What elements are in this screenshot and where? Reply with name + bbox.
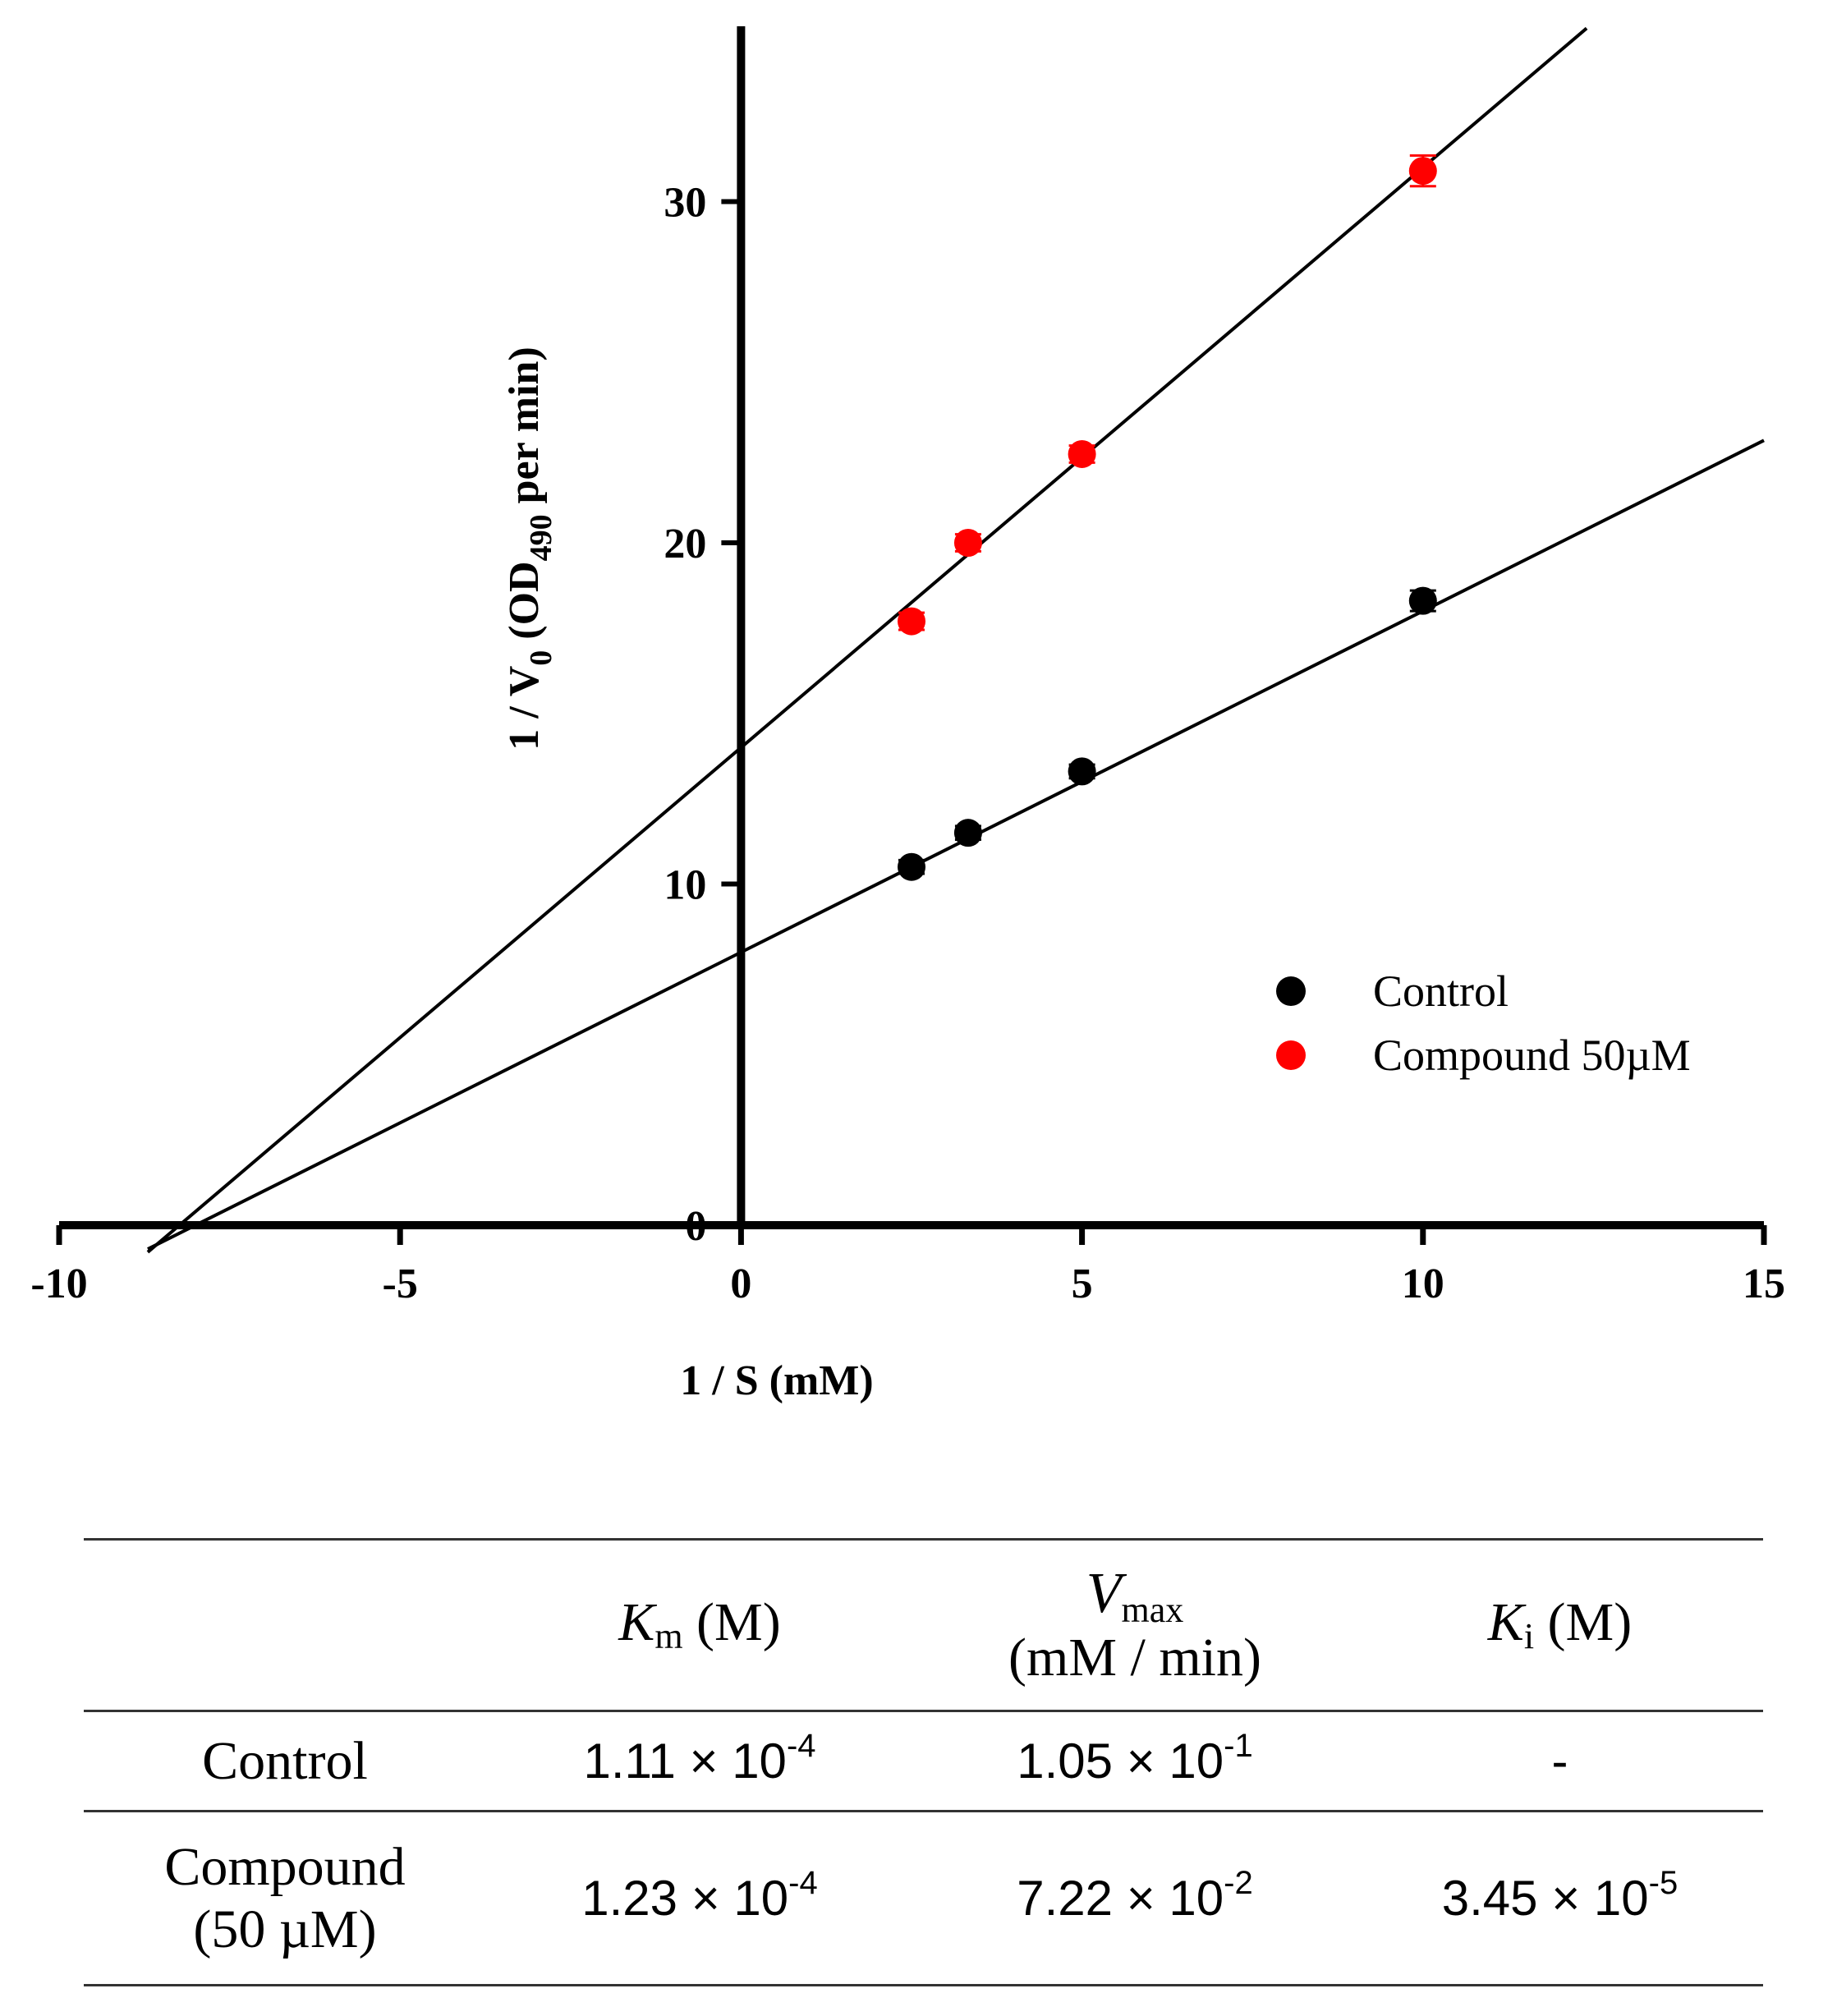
kinetics-table: Km (M) Vmax (mM / min) Ki (M) Control 1.… [84, 1538, 1763, 1986]
x-tick-label: 15 [1743, 1261, 1785, 1307]
data-marker [953, 819, 982, 847]
point-control [1068, 757, 1096, 786]
point-control [898, 852, 925, 881]
point-control [953, 819, 982, 847]
x-axis-title: 1 / S (mM) [680, 1357, 873, 1404]
cell-vmax-compound: 7.22 × 10-2 [1017, 1865, 1253, 1926]
data-marker [898, 607, 925, 636]
cell-ki-compound: 3.45 × 10-5 [1441, 1865, 1679, 1926]
data-marker [1408, 586, 1437, 615]
row-label-control: Control [202, 1730, 368, 1791]
data-marker [1068, 757, 1096, 786]
cell-km-control: 1.11 × 10-4 [583, 1728, 816, 1789]
axis-ticks: -10 -5 0 5 10 15 0 10 20 30 [30, 180, 1785, 1308]
point-compound [953, 529, 982, 557]
y-axis-title: 1 / V0 (OD490 per min) [501, 347, 558, 751]
data-marker [953, 529, 982, 557]
data-marker [898, 852, 925, 881]
legend-marker-compound [1276, 1040, 1306, 1070]
data-marker [1408, 157, 1437, 186]
row-label-compound: Compound (50 µM) [164, 1836, 406, 1959]
lineweaver-burk-chart: -10 -5 0 5 10 15 0 10 20 30 1 / S (mM) 1 / V0 (OD… [30, 26, 1785, 1404]
data-points [898, 154, 1437, 881]
cell-km-compound: 1.23 × 10-4 [581, 1865, 818, 1926]
data-marker [1068, 439, 1096, 468]
cell-vmax-control: 1.05 × 10-1 [1017, 1728, 1253, 1789]
table-row: Control 1.11 × 10-4 1.05 × 10-1 - [84, 1711, 1763, 1812]
header-ki: Ki (M) [1487, 1592, 1633, 1657]
table-row: Compound (50 µM) 1.23 × 10-4 7.22 × 10-2 … [84, 1812, 1763, 1986]
fit-lines [146, 26, 1765, 1254]
point-compound [1068, 439, 1096, 468]
x-tick-label: -5 [383, 1261, 418, 1307]
header-vmax: Vmax (mM / min) [1008, 1562, 1261, 1688]
header-empty-cell [84, 1540, 486, 1711]
point-compound [898, 607, 925, 636]
legend: Control Compound 50µM [1276, 967, 1691, 1080]
x-tick-label: 5 [1072, 1261, 1093, 1307]
y-tick-label: 0 [685, 1203, 706, 1250]
y-tick-label: 10 [664, 862, 706, 909]
y-tick-label: 20 [664, 521, 706, 567]
point-control [1408, 586, 1437, 615]
legend-label-control: Control [1373, 967, 1509, 1016]
x-tick-label: 0 [730, 1261, 751, 1307]
cell-ki-control: - [1551, 1734, 1568, 1789]
y-tick-label: 30 [664, 180, 706, 227]
x-tick-label: 10 [1402, 1261, 1444, 1307]
legend-label-compound: Compound 50µM [1373, 1031, 1691, 1080]
axes [59, 26, 1764, 1229]
x-tick-label: -10 [30, 1261, 87, 1307]
point-compound [1408, 154, 1437, 188]
legend-marker-control [1276, 976, 1306, 1006]
fit-line-control [147, 439, 1765, 1251]
fit-line-compound [146, 26, 1588, 1254]
header-km: Km (M) [618, 1592, 781, 1657]
table-header-row: Km (M) Vmax (mM / min) Ki (M) [84, 1539, 1763, 1711]
